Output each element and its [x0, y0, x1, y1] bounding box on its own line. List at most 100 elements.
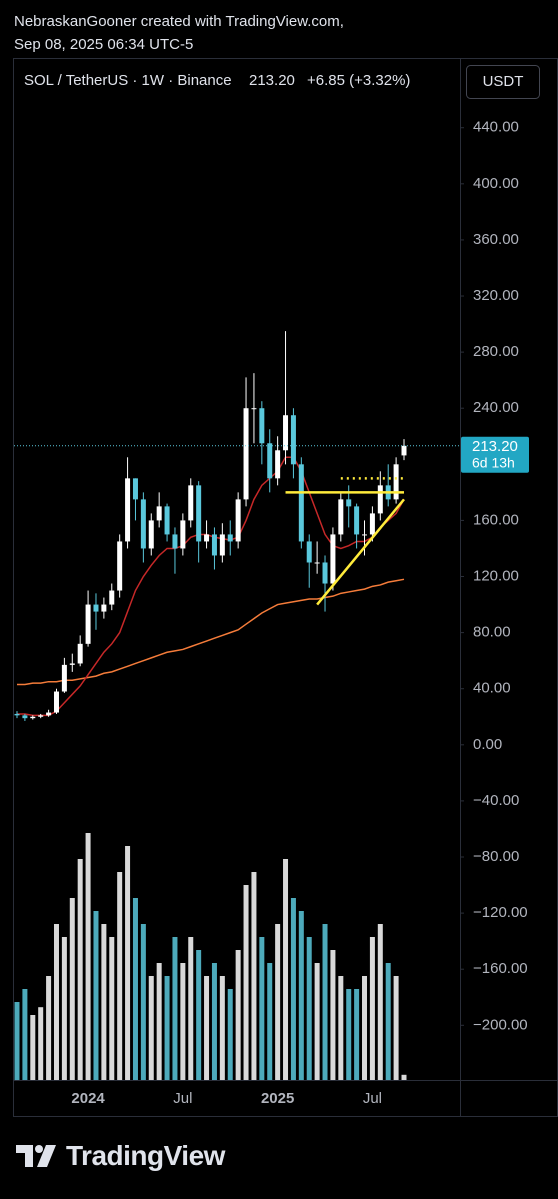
y-tick-label: 120.00 — [473, 567, 519, 584]
last-price-box — [461, 436, 529, 473]
candle-body — [180, 520, 186, 549]
volume-bar — [46, 976, 52, 1080]
y-tick-label: 80.00 — [473, 624, 511, 641]
author-line: NebraskanGooner created with TradingView… — [14, 13, 344, 30]
volume-bar — [14, 1002, 20, 1080]
candle-body — [211, 534, 217, 556]
volume-bar — [235, 950, 241, 1080]
candle-body — [227, 534, 233, 542]
y-tick-label: 320.00 — [473, 287, 519, 304]
candle-body — [219, 534, 225, 556]
change: +6.85 (+3.32%) — [307, 72, 410, 89]
volume-bar — [101, 924, 107, 1080]
candle-body — [306, 541, 312, 563]
y-tick-label: 440.00 — [473, 119, 519, 136]
volume-bar — [251, 872, 257, 1080]
volume-bar — [188, 937, 194, 1080]
y-tick-label: −120.00 — [473, 904, 528, 921]
candle-body — [188, 485, 194, 521]
volume-bar — [125, 846, 131, 1080]
volume-bar — [22, 989, 28, 1080]
candle-body — [14, 713, 20, 716]
x-tick-label: Jul — [363, 1090, 382, 1107]
volume-bar — [211, 963, 217, 1080]
candle-body — [53, 691, 59, 713]
candle-body — [338, 499, 344, 535]
y-tick-label: −80.00 — [473, 848, 519, 865]
volume-bar — [38, 1007, 44, 1080]
candle-body — [314, 562, 320, 564]
volume-bar — [140, 924, 146, 1080]
last-price-label: 213.20 — [472, 438, 518, 455]
candle-body — [393, 464, 399, 500]
volume-bar — [385, 963, 391, 1080]
candle-body — [156, 506, 162, 521]
y-tick-label: 400.00 — [473, 175, 519, 192]
y-tick-label: 160.00 — [473, 511, 519, 528]
volume-bar — [30, 1015, 36, 1080]
drawing-trend — [316, 498, 405, 606]
candle-body — [38, 715, 44, 717]
volume-bar — [354, 989, 360, 1080]
chart: SOL / TetherUS · 1W · Binance 213.20 +6.… — [13, 58, 558, 1117]
candle-body — [30, 716, 36, 719]
volume-bar — [275, 924, 281, 1080]
volume-bar — [330, 950, 336, 1080]
volume-bar — [283, 859, 289, 1080]
volume-bar — [148, 976, 154, 1080]
volume-bar — [85, 833, 91, 1080]
volume-bar — [204, 976, 210, 1080]
volume-bar — [172, 937, 178, 1080]
volume-bar — [314, 963, 320, 1080]
volume-bar — [290, 898, 296, 1080]
candle-body — [330, 534, 336, 584]
volume-bar — [156, 963, 162, 1080]
candle-body — [322, 562, 328, 584]
candle-body — [61, 664, 67, 692]
logo: TradingView — [16, 1140, 225, 1172]
volume-bar — [132, 898, 138, 1080]
candle-body — [125, 478, 131, 542]
candle-body — [69, 663, 75, 665]
volume-bar — [377, 924, 383, 1080]
candle-body — [93, 604, 99, 612]
candle-body — [148, 520, 154, 549]
candle-body — [298, 464, 304, 542]
volume-bar — [164, 976, 170, 1080]
y-tick-label: −160.00 — [473, 960, 528, 977]
volume-bar — [322, 924, 328, 1080]
countdown: 6d 13h — [472, 455, 515, 471]
timestamp: Sep 08, 2025 06:34 UTC-5 — [14, 36, 194, 53]
volume-bar — [338, 976, 344, 1080]
logo-text: TradingView — [66, 1140, 225, 1171]
volume-bar — [77, 859, 83, 1080]
candle-body — [85, 604, 91, 644]
volume-bar — [53, 924, 59, 1080]
moving-average — [17, 456, 405, 717]
y-tick-label: 360.00 — [473, 231, 519, 248]
candle-body — [362, 534, 368, 536]
candle-body — [259, 408, 265, 444]
candle-body — [117, 541, 123, 591]
candle-body — [132, 478, 138, 500]
volume-bar — [243, 885, 249, 1080]
volume-bar — [219, 976, 225, 1080]
moving-average — [17, 578, 405, 686]
candle-body — [354, 506, 360, 535]
y-tick-label: 40.00 — [473, 680, 511, 697]
volume-bar — [61, 937, 67, 1080]
volume-bar — [346, 989, 352, 1080]
candle-body — [164, 506, 170, 535]
attribution: NebraskanGooner created with TradingView… — [14, 10, 344, 56]
volume-bar — [259, 937, 265, 1080]
volume-bar — [393, 976, 399, 1080]
candle-body — [267, 443, 273, 479]
currency[interactable]: USDT — [483, 73, 524, 90]
y-tick-label: 0.00 — [473, 736, 502, 753]
y-tick-label: 240.00 — [473, 399, 519, 416]
volume-bar — [298, 911, 304, 1080]
volume-bar — [401, 1074, 407, 1080]
currency-button[interactable] — [466, 65, 540, 99]
volume-bar — [180, 963, 186, 1080]
